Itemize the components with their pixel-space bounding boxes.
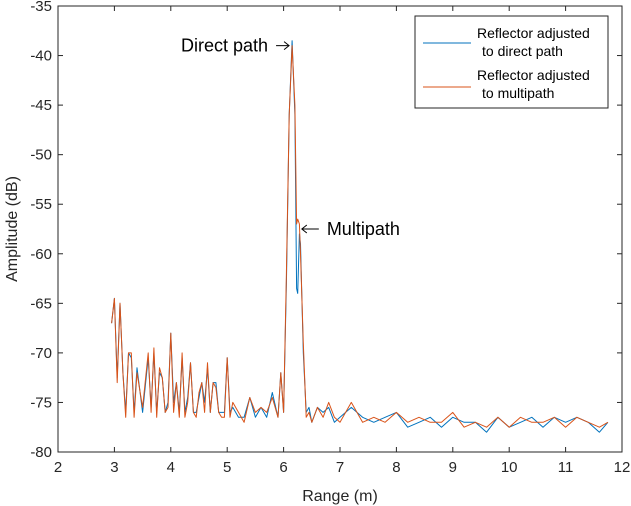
x-tick-label: 3 bbox=[110, 459, 118, 476]
x-tick-label: 10 bbox=[501, 459, 518, 476]
annotation-arrowhead bbox=[301, 224, 308, 234]
x-tick-label: 8 bbox=[392, 459, 400, 476]
x-tick-label: 9 bbox=[449, 459, 457, 476]
x-tick-label: 6 bbox=[279, 459, 287, 476]
x-tick-label: 4 bbox=[167, 459, 175, 476]
ticks-layer: 2 3 4 5 6 7 8 9 10 11 12 -80 -75 -70 -65 -60 -55 -50 -45 -4… bbox=[30, 0, 630, 476]
x-axis-label: Range (m) bbox=[302, 488, 378, 505]
legend-box bbox=[414, 15, 609, 109]
annotations: Direct path Multipath bbox=[181, 36, 400, 239]
x-tick-label: 5 bbox=[223, 459, 231, 476]
y-tick-label: -75 bbox=[30, 394, 52, 411]
y-tick-label: -55 bbox=[30, 196, 52, 213]
y-tick-label: -35 bbox=[30, 0, 52, 15]
series-layer bbox=[111, 40, 609, 433]
y-axis-label: Amplitude (dB) bbox=[4, 176, 21, 282]
x-tick-label: 12 bbox=[614, 459, 631, 476]
x-tick-label: 11 bbox=[558, 459, 574, 476]
legend-text-multipath-line-1: Reflector adjusted bbox=[477, 67, 590, 83]
annotation-direct-path: Direct path bbox=[181, 36, 268, 56]
y-tick-label: -65 bbox=[30, 295, 52, 312]
legend-text-direct-path-line-2: to direct path bbox=[482, 43, 563, 59]
y-tick-label: -40 bbox=[30, 48, 52, 65]
annotation-multipath: Multipath bbox=[327, 219, 400, 239]
legend[interactable]: Reflector adjusted to direct path Reflec… bbox=[414, 15, 609, 109]
y-tick-label: -50 bbox=[30, 147, 52, 164]
legend-text-multipath-line-2: to multipath bbox=[482, 85, 554, 101]
y-tick-label: -45 bbox=[30, 97, 52, 114]
x-tick-label: 2 bbox=[54, 459, 62, 476]
legend-text-direct-path-line-1: Reflector adjusted bbox=[477, 25, 590, 41]
y-tick-label: -70 bbox=[30, 345, 52, 362]
y-tick-label: -80 bbox=[30, 444, 52, 461]
annotation-arrowhead bbox=[283, 41, 290, 51]
y-tick-label: -60 bbox=[30, 246, 52, 263]
x-tick-label: 7 bbox=[336, 459, 344, 476]
series-line-multipath bbox=[111, 45, 609, 428]
